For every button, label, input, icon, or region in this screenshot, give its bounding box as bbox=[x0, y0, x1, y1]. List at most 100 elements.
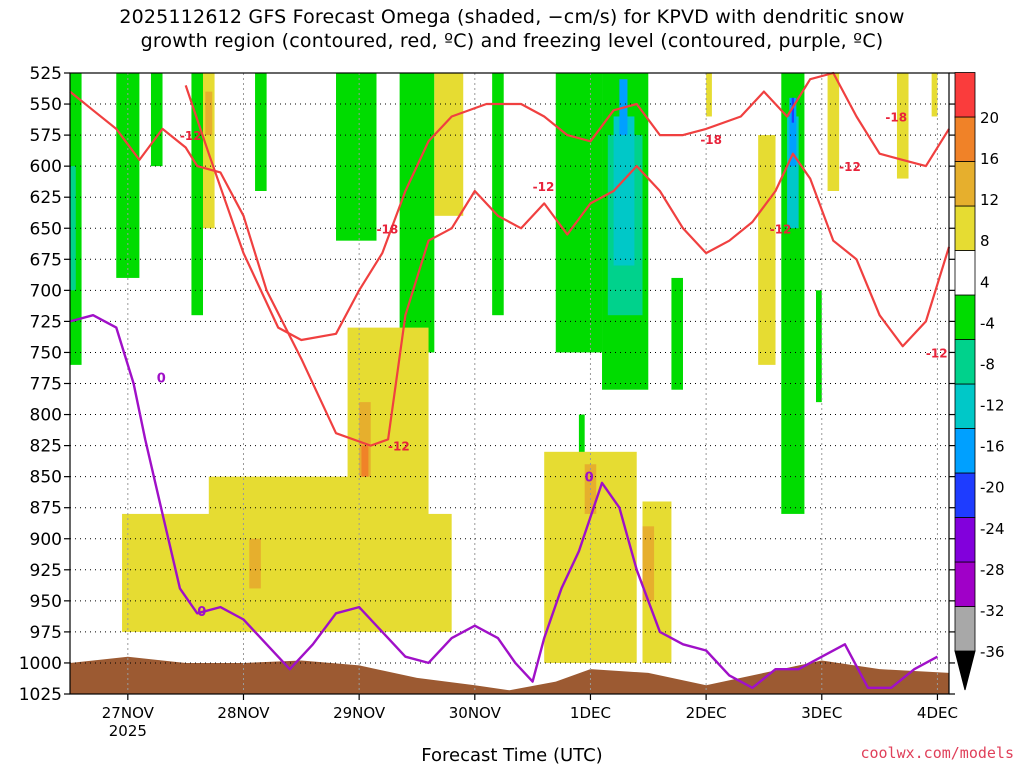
axes: 525 550 575 600 625 650 675 700 725 750 775 800 825 8… bbox=[19, 64, 958, 740]
colorbar-label: 8 bbox=[980, 232, 990, 250]
colorbar-label: 12 bbox=[980, 191, 999, 209]
colorbar-segment bbox=[954, 205, 976, 251]
colorbar-label: -20 bbox=[980, 479, 1005, 497]
omega-region bbox=[815, 290, 822, 403]
grid-lines bbox=[70, 72, 949, 695]
y-tick-label: 950 bbox=[30, 592, 62, 612]
y-tick-label: 900 bbox=[30, 530, 62, 550]
omega-region bbox=[434, 73, 464, 216]
x-tick-label: 3DEC bbox=[801, 704, 842, 722]
x-tick-label: 4DEC bbox=[917, 704, 958, 722]
y-tick-label: 1000 bbox=[19, 654, 62, 674]
colorbar-label: -16 bbox=[980, 438, 1005, 456]
dgz-contour-label: -12 bbox=[180, 129, 202, 143]
y-tick-label: 800 bbox=[30, 406, 62, 426]
chart-title-line-1: 2025112612 GFS Forecast Omega (shaded, −… bbox=[119, 6, 905, 28]
y-tick-label: 875 bbox=[30, 499, 62, 519]
colorbar-label: -24 bbox=[980, 520, 1005, 538]
dgz-contour-label: -18 bbox=[376, 222, 398, 236]
colorbar-label: 20 bbox=[980, 109, 999, 127]
colorbar-segment bbox=[954, 561, 976, 607]
omega-region bbox=[642, 526, 655, 601]
terrain-fill bbox=[70, 656, 949, 694]
colorbar-segment bbox=[954, 72, 976, 118]
contour-labels: -12 -18 -12 -12 -18 -12 -12 -18 -12 0 0 0 bbox=[157, 110, 948, 619]
omega-region bbox=[931, 73, 938, 117]
dgz-contour-label: -12 bbox=[839, 160, 861, 174]
x-tick-label: 30NOV bbox=[449, 704, 502, 722]
x-tick-label: 28NOV bbox=[217, 704, 270, 722]
colorbar-segment bbox=[954, 472, 976, 518]
dgz-contour-label: -18 bbox=[700, 133, 722, 147]
freezing-contour-label: 0 bbox=[157, 371, 166, 386]
omega-region bbox=[492, 73, 504, 316]
dgz-contour-label: -12 bbox=[770, 222, 792, 236]
colorbar-segment bbox=[954, 116, 976, 162]
y-tick-label: 1025 bbox=[19, 685, 62, 705]
y-tick-label: 550 bbox=[30, 95, 62, 115]
terrain-surface bbox=[70, 656, 949, 694]
omega-region bbox=[336, 73, 377, 241]
dgz-contour-label: -12 bbox=[926, 346, 948, 360]
omega-region bbox=[255, 73, 267, 191]
omega-region bbox=[613, 116, 635, 266]
omega-region bbox=[359, 402, 371, 477]
y-tick-label: 775 bbox=[30, 375, 62, 395]
colorbar-label: -12 bbox=[980, 397, 1005, 415]
omega-region bbox=[249, 538, 261, 589]
colorbar-bottom-arrow bbox=[954, 650, 976, 691]
freezing-contour-label: 0 bbox=[197, 605, 206, 620]
colorbar-segment bbox=[954, 383, 976, 429]
omega-region bbox=[789, 97, 797, 167]
x-axis-title: Forecast Time (UTC) bbox=[421, 745, 603, 766]
y-tick-label: 750 bbox=[30, 343, 62, 363]
colorbar-label: -8 bbox=[980, 355, 995, 373]
omega-region bbox=[787, 116, 799, 229]
omega-region bbox=[671, 277, 683, 390]
x-tick-label: 29NOV bbox=[333, 704, 386, 722]
y-tick-label: 625 bbox=[30, 188, 62, 208]
colorbar-segment bbox=[954, 161, 976, 207]
omega-region bbox=[150, 73, 163, 167]
chart-title-line-2: growth region (contoured, red, ºC) and f… bbox=[140, 30, 884, 52]
colorbar-segment bbox=[954, 517, 976, 563]
colorbar: 20 16 12 8 4 -4 -8 -12 -16 -20 -24 -28 -32 -36 bbox=[954, 72, 1005, 691]
freezing-level-contour bbox=[69, 314, 938, 689]
dgz-contour-label: -12 bbox=[388, 440, 410, 454]
y-tick-label: 850 bbox=[30, 468, 62, 488]
colorbar-segment bbox=[954, 606, 976, 652]
y-tick-label: 825 bbox=[30, 437, 62, 457]
dgz-contour-label: -18 bbox=[885, 110, 907, 124]
y-tick-label: 600 bbox=[30, 157, 62, 177]
source-credit: coolwx.com/models bbox=[860, 744, 1014, 762]
omega-shading bbox=[70, 73, 938, 663]
colorbar-segment bbox=[954, 339, 976, 385]
x-tick-label: 2DEC bbox=[686, 704, 727, 722]
omega-region bbox=[205, 91, 213, 136]
omega-region bbox=[555, 73, 603, 353]
omega-region bbox=[791, 97, 795, 123]
omega-region bbox=[361, 445, 369, 477]
colorbar-label: -36 bbox=[980, 643, 1005, 661]
colorbar-label: -4 bbox=[980, 314, 995, 332]
x-tick-label: 27NOV bbox=[102, 704, 155, 722]
dgz-contour-line bbox=[69, 90, 951, 447]
omega-region bbox=[827, 73, 840, 191]
y-tick-label: 525 bbox=[30, 64, 62, 84]
dgz-contour-label: -12 bbox=[533, 180, 555, 194]
colorbar-label: -28 bbox=[980, 561, 1005, 579]
y-tick-label: 700 bbox=[30, 281, 62, 301]
colorbar-label: 4 bbox=[980, 273, 990, 291]
y-tick-label: 575 bbox=[30, 126, 62, 146]
y-tick-label: 725 bbox=[30, 312, 62, 332]
omega-region bbox=[758, 135, 776, 365]
omega-region bbox=[399, 73, 435, 353]
y-tick-label: 650 bbox=[30, 219, 62, 239]
omega-region bbox=[706, 73, 712, 117]
omega-region bbox=[116, 73, 140, 278]
colorbar-label: 16 bbox=[980, 150, 999, 168]
colorbar-label: -32 bbox=[980, 602, 1005, 620]
freezing-contour-label: 0 bbox=[585, 471, 594, 486]
x-year-label: 2025 bbox=[109, 722, 147, 740]
